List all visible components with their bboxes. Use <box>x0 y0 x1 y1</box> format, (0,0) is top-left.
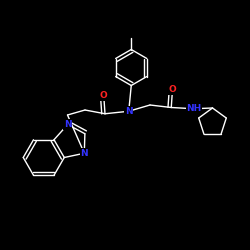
Text: O: O <box>100 91 108 100</box>
Text: N: N <box>80 149 88 158</box>
Text: N: N <box>64 120 72 129</box>
Text: NH: NH <box>186 104 201 113</box>
Text: O: O <box>168 85 176 94</box>
Text: N: N <box>125 107 132 116</box>
